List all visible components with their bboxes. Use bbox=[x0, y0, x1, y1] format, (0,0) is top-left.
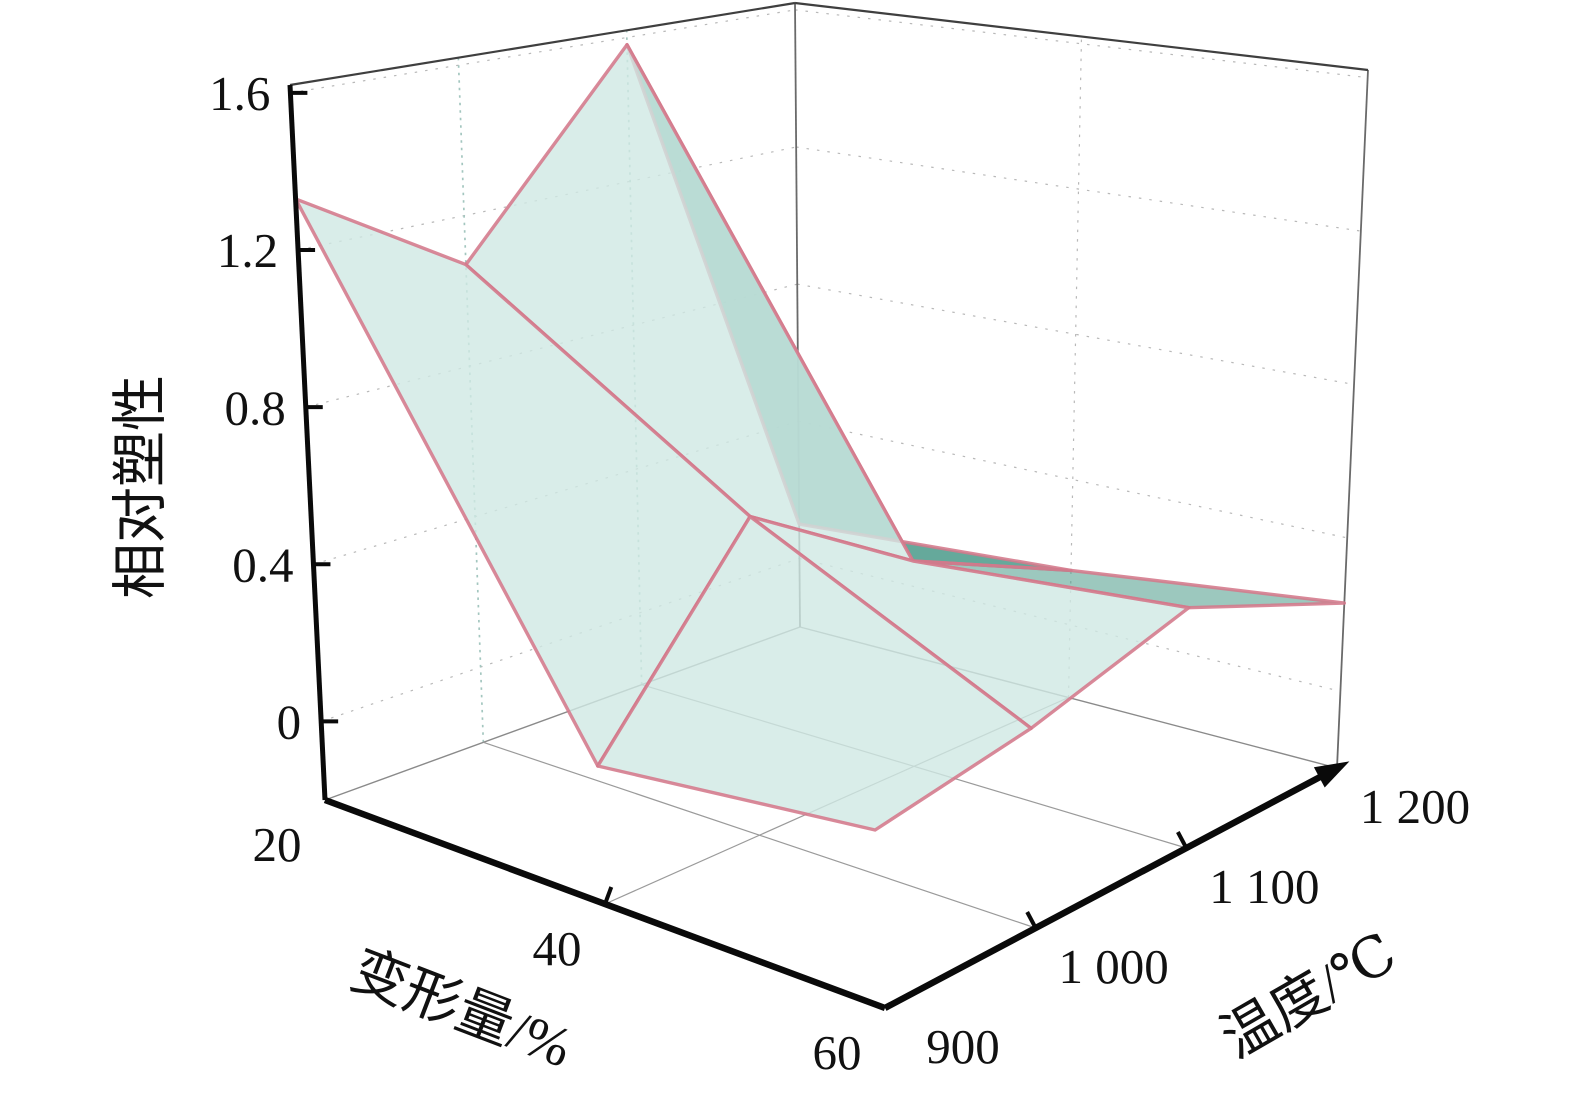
t-axis-arrowhead bbox=[1313, 761, 1350, 788]
t-axis-line bbox=[883, 765, 1339, 1011]
t-tick-label: 900 bbox=[926, 1019, 1000, 1074]
z-gridline-right-wall bbox=[799, 557, 1341, 692]
z-axis: 0 0.4 0.8 1.2 1.6 bbox=[209, 66, 339, 801]
z-tick-label: 0 bbox=[277, 695, 302, 750]
x-axis: 20 40 60 bbox=[253, 796, 887, 1080]
frame-top-edge bbox=[794, 1, 1369, 72]
t-tick-label: 1 100 bbox=[1209, 859, 1319, 914]
z-gridline-right-wall bbox=[796, 146, 1361, 232]
z-gridline-left-wall bbox=[290, 9, 796, 94]
wall-vertical-gridline-temperature bbox=[457, 57, 485, 743]
z-gridline-right-wall bbox=[794, 9, 1368, 79]
temperature-axis: 900 1 000 1 100 1 200 bbox=[883, 761, 1470, 1074]
frame-vertical-edge bbox=[1336, 69, 1369, 769]
t-tick-label: 1 000 bbox=[1059, 939, 1169, 994]
x-tick-label: 20 bbox=[253, 817, 302, 872]
x-tick-label: 60 bbox=[813, 1025, 862, 1080]
z-tick-label: 1.2 bbox=[217, 223, 278, 278]
z-tick-label: 1.6 bbox=[209, 66, 270, 121]
z-tick-label: 0.8 bbox=[225, 380, 286, 435]
t-tick-label: 1 200 bbox=[1360, 779, 1470, 834]
z-axis-line bbox=[287, 84, 328, 801]
frame-top-edge bbox=[289, 1, 796, 87]
box-frame bbox=[289, 1, 1369, 801]
surface-mesh bbox=[293, 43, 1347, 832]
x-tick bbox=[603, 886, 614, 905]
z-tick-label: 0.4 bbox=[232, 537, 293, 592]
t-axis-title: 温度/℃ bbox=[1211, 922, 1407, 1071]
z-axis-title: 相对塑性 bbox=[111, 375, 173, 599]
surface-quad-x40-t900 bbox=[596, 514, 1033, 832]
x-tick-label: 40 bbox=[533, 921, 582, 976]
t-tick bbox=[1176, 831, 1189, 849]
t-tick bbox=[1025, 911, 1038, 929]
